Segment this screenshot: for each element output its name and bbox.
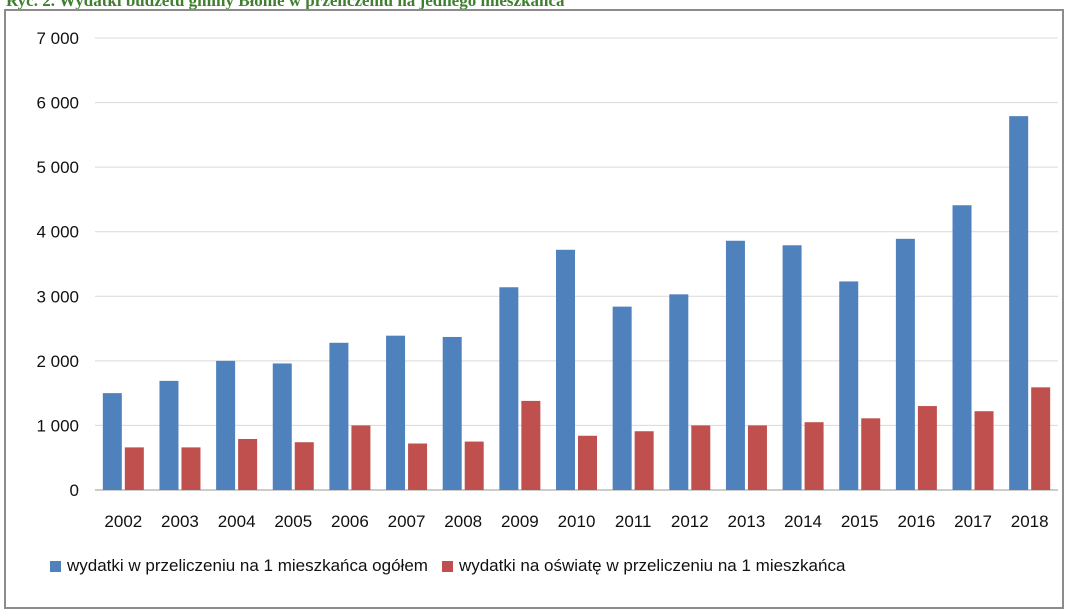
bar-total-2010 xyxy=(556,249,575,490)
bar-total-2005 xyxy=(272,363,292,490)
bar-total-2013 xyxy=(725,240,745,490)
bar-education-2018 xyxy=(1031,387,1051,490)
bar-total-2009 xyxy=(499,287,519,490)
x-tick-label: 2009 xyxy=(501,512,539,531)
bar-education-2016 xyxy=(917,406,937,490)
bar-total-2011 xyxy=(612,306,632,490)
bar-total-2012 xyxy=(669,294,689,490)
bar-education-2010 xyxy=(578,435,597,490)
bar-total-2002 xyxy=(102,393,122,490)
bar-total-2008 xyxy=(442,336,462,490)
legend: wydatki w przeliczeniu na 1 mieszkańca o… xyxy=(50,556,859,576)
bar-total-2004 xyxy=(216,360,236,490)
y-tick-label: 2 000 xyxy=(36,352,79,371)
figure-caption: Ryc. 2. Wydatki budżetu gminy Błonie w p… xyxy=(6,0,565,10)
x-tick-label: 2004 xyxy=(218,512,256,531)
bar-total-2016 xyxy=(895,238,915,490)
bar-education-2007 xyxy=(408,443,428,490)
legend-item-total: wydatki w przeliczeniu na 1 mieszkańca o… xyxy=(50,556,428,576)
bar-total-2017 xyxy=(952,205,972,491)
bar-total-2018 xyxy=(1009,116,1029,490)
bar-education-2004 xyxy=(238,438,258,490)
x-tick-label: 2015 xyxy=(841,512,879,531)
x-tick-label: 2002 xyxy=(104,512,142,531)
x-tick-label: 2017 xyxy=(954,512,992,531)
bar-education-2002 xyxy=(124,447,144,490)
x-tick-label: 2006 xyxy=(331,512,369,531)
bars xyxy=(102,116,1051,491)
bar-education-2014 xyxy=(804,422,824,490)
x-tick-label: 2012 xyxy=(671,512,709,531)
y-tick-label: 1 000 xyxy=(36,416,79,435)
bar-education-2012 xyxy=(691,425,711,490)
y-tick-label: 5 000 xyxy=(36,158,79,177)
x-tick-label: 2010 xyxy=(558,512,596,531)
legend-swatch-education xyxy=(441,560,453,572)
x-tick-label: 2013 xyxy=(728,512,766,531)
x-axis-ticks: 2002 2003 2004 2005 2006 2007 2008 2009 2010 2011… xyxy=(104,512,1048,531)
bar-total-2014 xyxy=(782,245,802,490)
x-tick-label: 2003 xyxy=(161,512,199,531)
y-tick-label: 0 xyxy=(70,481,79,500)
x-tick-label: 2007 xyxy=(388,512,426,531)
bar-education-2017 xyxy=(974,411,994,490)
bar-education-2015 xyxy=(861,418,881,490)
y-tick-label: 6 000 xyxy=(36,94,79,113)
legend-swatch-total xyxy=(50,560,61,572)
x-tick-label: 2008 xyxy=(444,512,482,531)
y-tick-label: 7 000 xyxy=(36,29,79,48)
legend-label-education: wydatki na oświatę w przeliczeniu na 1 m… xyxy=(458,556,846,575)
bar-total-2006 xyxy=(329,342,349,490)
x-tick-label: 2011 xyxy=(615,512,652,531)
bar-education-2003 xyxy=(181,447,201,490)
x-tick-label: 2016 xyxy=(897,512,935,531)
bar-education-2013 xyxy=(747,425,767,490)
bar-education-2008 xyxy=(464,441,484,490)
bar-education-2006 xyxy=(351,425,371,490)
y-tick-label: 3 000 xyxy=(36,287,79,306)
bar-education-2011 xyxy=(634,431,654,490)
bar-education-2005 xyxy=(294,442,314,490)
x-tick-label: 2018 xyxy=(1011,512,1049,531)
bar-education-2009 xyxy=(521,400,541,490)
bar-total-2003 xyxy=(159,380,179,490)
y-axis-ticks: 0 1 000 2 000 3 000 4 000 5 000 6 000 7 000 xyxy=(36,29,79,500)
x-tick-label: 2014 xyxy=(784,512,822,531)
bar-total-2007 xyxy=(386,335,406,490)
bar-total-2015 xyxy=(839,281,859,490)
y-tick-label: 4 000 xyxy=(36,223,79,242)
x-tick-label: 2005 xyxy=(274,512,312,531)
legend-label-total: wydatki w przeliczeniu na 1 mieszkańca o… xyxy=(67,556,428,575)
legend-item-education: wydatki na oświatę w przeliczeniu na 1 m… xyxy=(441,556,846,576)
